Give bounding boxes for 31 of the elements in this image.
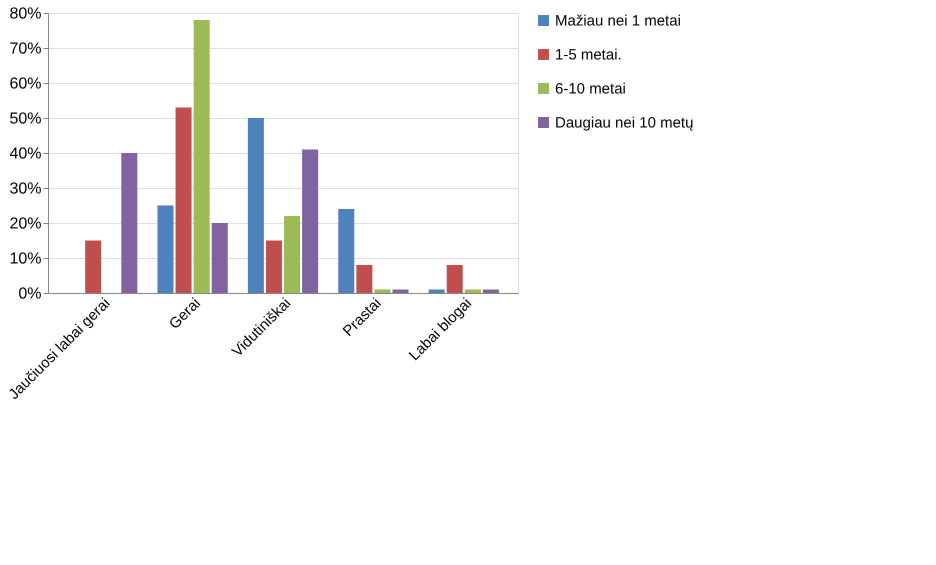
legend-label: Mažiau nei 1 metai — [555, 12, 681, 30]
y-tick-label: 20% — [9, 216, 42, 232]
y-tick-label: 50% — [9, 110, 42, 128]
legend-label: Daugiau nei 10 metų — [555, 114, 694, 132]
bar — [392, 290, 408, 293]
bar — [356, 265, 372, 293]
bar — [248, 118, 264, 293]
bar — [374, 290, 390, 293]
bar — [482, 290, 499, 293]
y-tick-label: 80% — [9, 6, 42, 22]
bar — [266, 240, 282, 293]
y-tick-label: 0% — [18, 286, 42, 302]
bar — [302, 150, 318, 293]
y-tick-label: 40% — [9, 146, 42, 162]
bar — [446, 265, 463, 293]
y-tick-label: 10% — [9, 250, 42, 268]
y-tick-label: 60% — [9, 76, 42, 92]
y-tick-label: 70% — [9, 40, 42, 58]
bar — [194, 20, 210, 293]
bar — [212, 223, 228, 293]
legend-label: 1-5 metai. — [555, 46, 622, 64]
bar — [428, 290, 445, 293]
bar — [284, 216, 300, 293]
bar — [158, 206, 174, 293]
bar — [176, 108, 192, 293]
y-tick-label: 30% — [9, 180, 42, 198]
bar — [464, 290, 481, 293]
bar — [85, 240, 102, 293]
bar — [121, 153, 138, 293]
legend-label: 6-10 metai — [555, 80, 626, 98]
bar — [338, 209, 354, 293]
